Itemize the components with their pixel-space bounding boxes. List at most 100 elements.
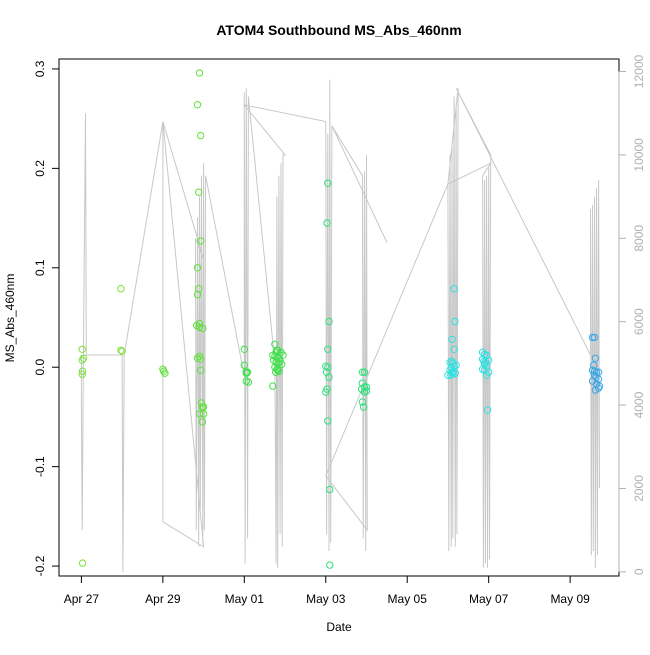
x-tick-label: May 01 bbox=[225, 592, 265, 606]
data-point bbox=[193, 290, 202, 299]
data-point bbox=[324, 417, 332, 425]
data-point bbox=[197, 399, 206, 407]
y-tick-label: 0.3 bbox=[33, 60, 47, 77]
data-point bbox=[195, 410, 204, 418]
data-point bbox=[195, 352, 204, 360]
data-point bbox=[198, 418, 207, 426]
data-point bbox=[482, 371, 491, 379]
x-tick-label: May 05 bbox=[388, 592, 428, 606]
data-point bbox=[326, 485, 334, 494]
y-tick-label: -0.1 bbox=[33, 456, 47, 477]
data-point bbox=[195, 319, 204, 328]
data-point bbox=[272, 368, 280, 376]
data-point bbox=[483, 406, 492, 414]
y-tick-label: -0.2 bbox=[33, 555, 47, 576]
x-tick-label: May 09 bbox=[550, 592, 590, 606]
y2-tick-label: 8000 bbox=[632, 225, 646, 252]
points-layer bbox=[78, 69, 604, 569]
data-point bbox=[195, 188, 203, 196]
data-point bbox=[195, 323, 204, 332]
data-point bbox=[244, 378, 253, 386]
x-tick-label: May 07 bbox=[469, 592, 509, 606]
data-point bbox=[359, 403, 368, 411]
data-point bbox=[325, 317, 333, 326]
data-point bbox=[197, 131, 205, 140]
y2-tick-label: 0 bbox=[632, 568, 646, 575]
y2-tick-label: 2000 bbox=[632, 475, 646, 502]
data-point bbox=[452, 361, 460, 369]
data-point bbox=[323, 219, 331, 227]
x-axis: Apr 27 Apr 29 May 01 May 03 May 05 May 07 May … bbox=[64, 575, 590, 606]
data-point bbox=[78, 367, 87, 375]
data-point bbox=[240, 361, 249, 369]
data-point bbox=[279, 351, 287, 359]
data-point bbox=[117, 346, 125, 354]
data-point bbox=[242, 369, 251, 377]
data-point bbox=[591, 386, 600, 394]
data-point bbox=[243, 368, 252, 376]
y-tick-label: 0.2 bbox=[33, 160, 47, 177]
data-point bbox=[117, 285, 125, 293]
x-tick-label: May 03 bbox=[306, 592, 346, 606]
data-point bbox=[197, 366, 205, 374]
data-point bbox=[197, 237, 205, 245]
data-point bbox=[444, 371, 452, 379]
data-point bbox=[275, 367, 283, 375]
secondary-y-axis: 0 2000 4000 6000 8000 10000 12000 bbox=[618, 55, 646, 575]
data-point bbox=[78, 345, 86, 353]
y-axis-label: MS_Abs_460nm bbox=[3, 274, 17, 363]
data-point bbox=[324, 363, 332, 371]
y2-tick-label: 6000 bbox=[632, 308, 646, 335]
data-point bbox=[450, 345, 458, 353]
data-point bbox=[591, 354, 600, 362]
data-point bbox=[448, 335, 456, 344]
data-point bbox=[79, 354, 88, 362]
data-point bbox=[358, 398, 367, 406]
data-point bbox=[199, 403, 208, 411]
data-point bbox=[449, 367, 457, 375]
data-point bbox=[161, 369, 169, 377]
y2-tick-label: 4000 bbox=[632, 391, 646, 418]
data-point bbox=[358, 368, 367, 376]
y2-tick-label: 10000 bbox=[632, 138, 646, 172]
data-point bbox=[78, 356, 86, 364]
y-tick-label: 0.1 bbox=[33, 259, 47, 276]
data-point bbox=[118, 347, 126, 355]
data-point bbox=[199, 410, 208, 418]
y-tick-label: 0.0 bbox=[33, 359, 47, 376]
x-tick-label: Apr 27 bbox=[64, 592, 100, 606]
data-point bbox=[278, 360, 286, 368]
secondary-series-line bbox=[80, 79, 600, 572]
data-point bbox=[324, 179, 332, 188]
data-point bbox=[360, 368, 369, 376]
data-point bbox=[160, 367, 168, 375]
x-axis-label: Date bbox=[326, 620, 352, 634]
data-point bbox=[274, 366, 282, 374]
data-point bbox=[322, 388, 330, 396]
x-tick-label: Apr 29 bbox=[145, 592, 181, 606]
data-point bbox=[449, 370, 457, 378]
secondary-line-layer bbox=[80, 79, 600, 572]
data-point bbox=[482, 351, 491, 359]
data-point bbox=[195, 69, 204, 77]
data-point bbox=[480, 366, 489, 374]
data-point bbox=[196, 355, 205, 363]
y-axis: -0.2 -0.1 0.0 0.1 0.2 0.3 bbox=[33, 60, 60, 576]
data-point bbox=[193, 264, 202, 272]
data-point bbox=[240, 345, 249, 353]
data-point bbox=[590, 333, 599, 342]
data-point bbox=[362, 387, 371, 395]
data-point bbox=[588, 333, 597, 342]
data-point bbox=[269, 382, 277, 390]
data-point bbox=[451, 317, 459, 326]
data-point bbox=[362, 383, 371, 391]
data-point bbox=[78, 559, 87, 567]
data-point bbox=[325, 373, 333, 381]
y2-tick-label: 12000 bbox=[632, 55, 646, 89]
data-point bbox=[324, 345, 332, 353]
data-point bbox=[326, 561, 334, 569]
chart-title: ATOM4 Southbound MS_Abs_460nm bbox=[216, 22, 461, 38]
data-point bbox=[78, 370, 86, 378]
